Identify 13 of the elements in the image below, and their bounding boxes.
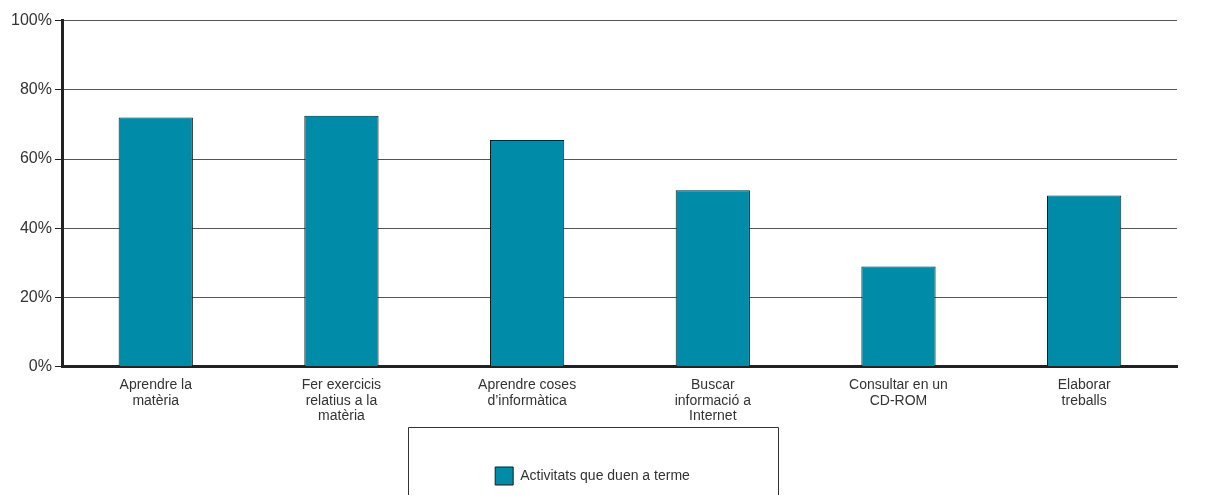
y-tick-label: 20% [19,287,52,305]
y-tick-label: 60% [19,149,52,167]
y-tick-label: 40% [19,218,52,236]
x-tick-label: Buscar informació a Internet [674,376,752,424]
y-tick-label: 0% [28,357,52,375]
y-tick-label: 100% [11,11,52,29]
x-tick-label: Fer exercicis relatius a la matèria [301,376,382,424]
y-tick-label: 80% [19,80,52,98]
x-tick-label: Aprendre coses d’informàtica [478,376,577,408]
x-tick-label: Aprendre la matèria [119,376,193,408]
legend-label: Activitats que duen a terme [520,466,691,483]
x-tick-label: Elaborar treballs [1057,376,1111,408]
x-tick-label: Consultar en un CD-ROM [849,376,948,408]
